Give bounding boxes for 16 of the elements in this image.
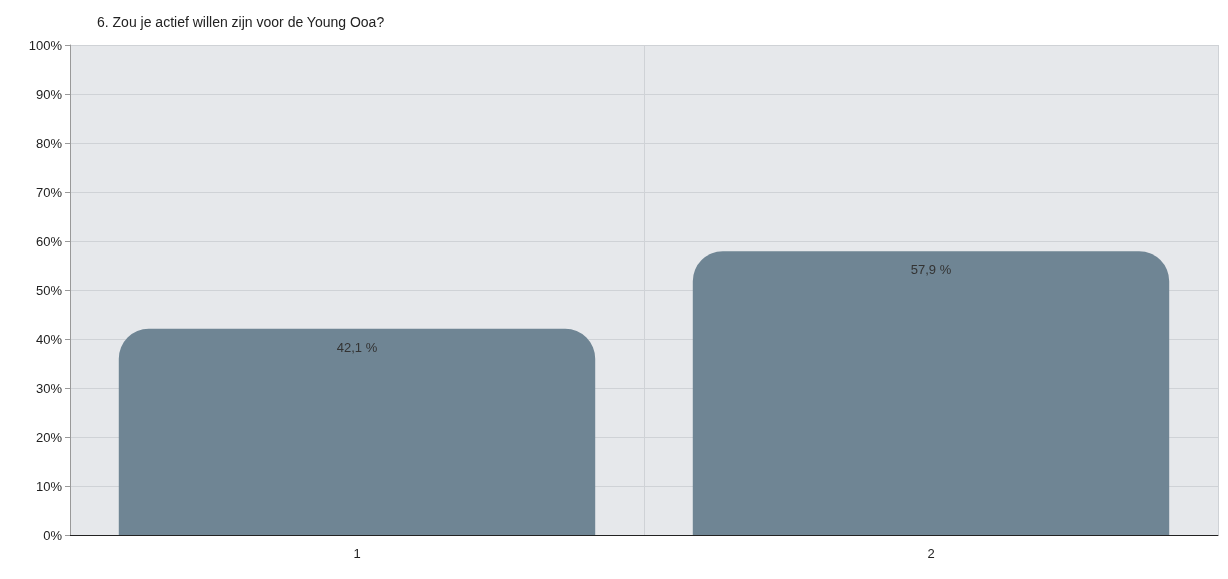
y-tick-label: 10%	[35, 478, 63, 494]
y-tick-label: 90%	[35, 86, 63, 102]
y-tick-label: 40%	[35, 331, 63, 347]
data-label: 42,1 %	[336, 339, 378, 355]
x-tick-label: 2	[927, 546, 935, 561]
y-tick-label: 60%	[35, 233, 63, 249]
data-label: 57,9 %	[910, 262, 952, 278]
chart-title: 6. Zou je actief willen zijn voor de Young Ooa?	[97, 14, 385, 30]
y-tick-label: 20%	[35, 429, 63, 445]
y-tick-label: 100%	[28, 37, 63, 53]
y-tick-label: 30%	[35, 380, 63, 396]
y-tick-label: 0%	[43, 527, 63, 543]
y-tick-label: 80%	[35, 135, 63, 151]
y-tick-label: 50%	[35, 282, 63, 298]
y-tick-label: 70%	[35, 184, 63, 200]
x-tick-label: 1	[353, 546, 361, 561]
